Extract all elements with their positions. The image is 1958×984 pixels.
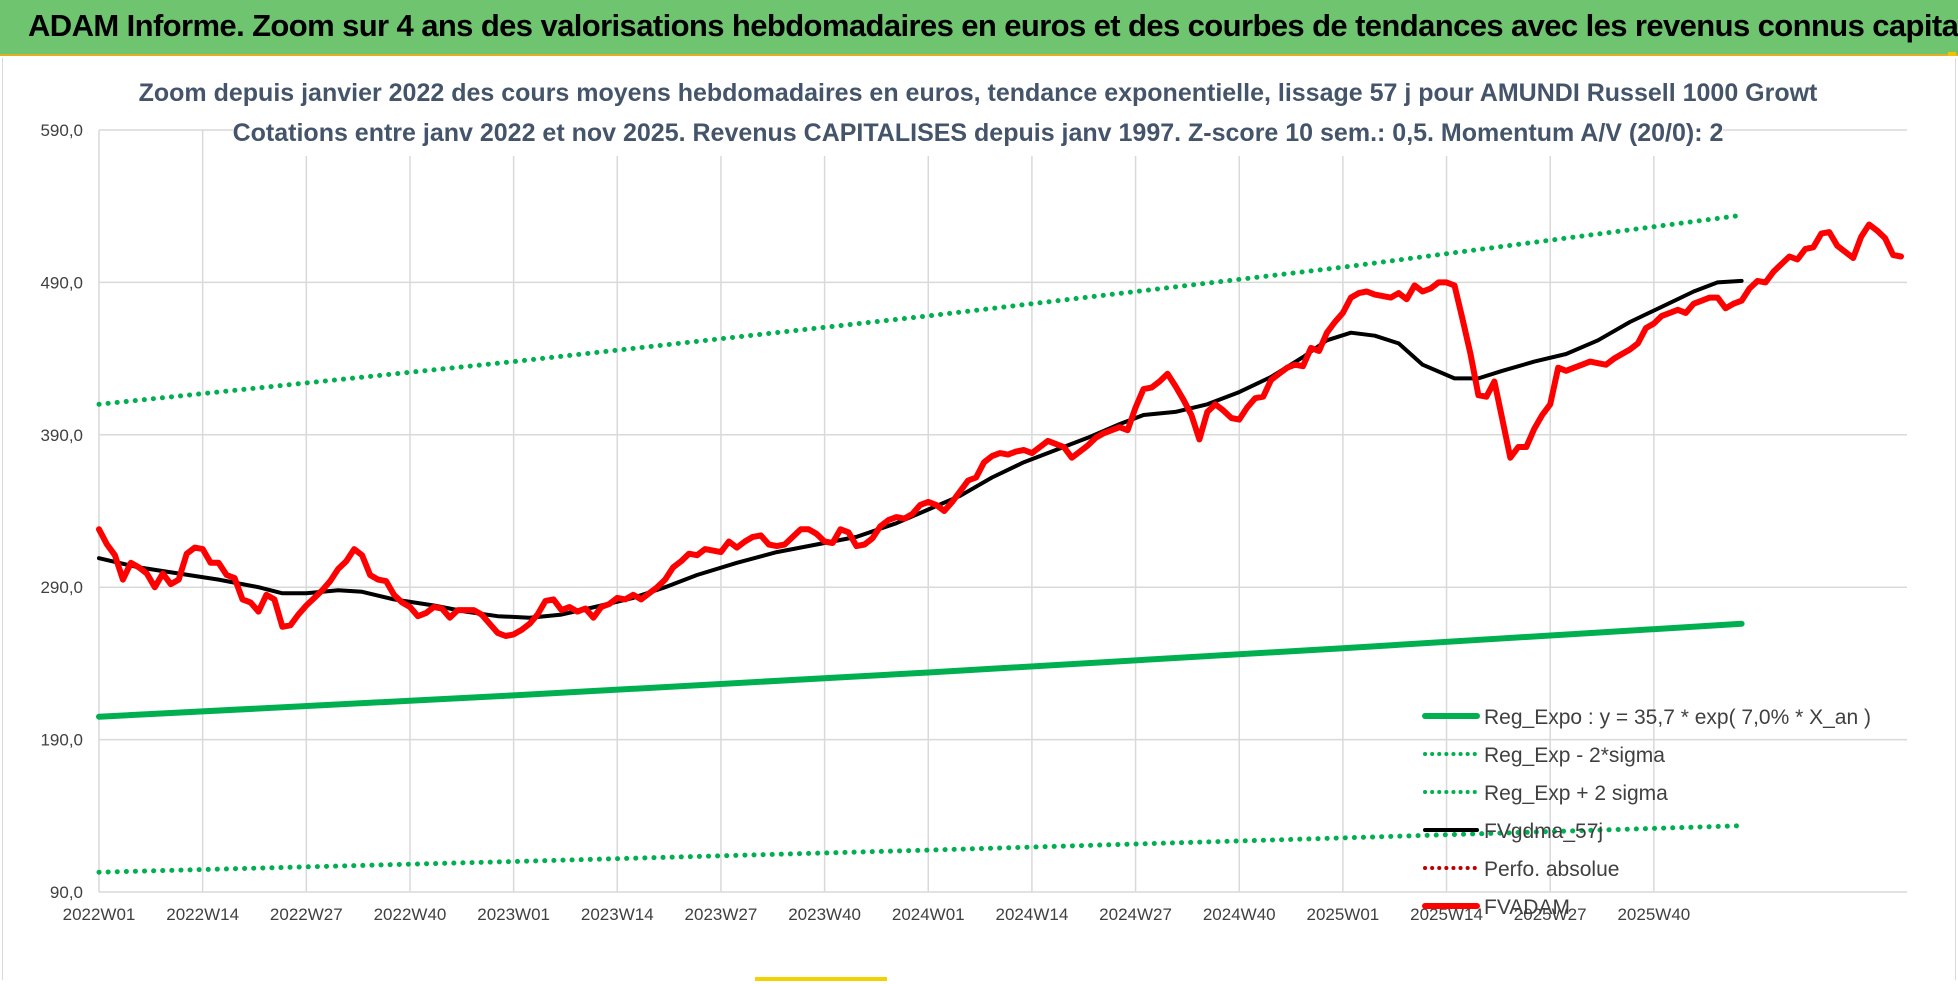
report-title: ADAM Informe. Zoom sur 4 ans des valoris… — [28, 8, 1958, 43]
chart-frame: Zoom depuis janvier 2022 des cours moyen… — [2, 58, 1956, 980]
x-tick-label: 2023W27 — [685, 905, 758, 924]
y-tick-label: 190,0 — [40, 731, 83, 750]
y-tick-label: 90,0 — [50, 883, 83, 902]
series-layer — [96, 212, 1904, 875]
x-tick-label: 2025W14 — [1410, 905, 1483, 924]
x-tick-label: 2023W01 — [477, 905, 550, 924]
x-tick-label: 2024W14 — [996, 905, 1069, 924]
legend: Reg_Expo : y = 35,7 * exp( 7,0% * X_an )… — [1422, 706, 1871, 919]
series-line-fvadam — [96, 221, 1904, 639]
legend-label: FVgdma_57j — [1484, 820, 1603, 843]
x-tick-label: 2022W01 — [63, 905, 136, 924]
subtitle-background — [233, 64, 1723, 156]
x-tick-label: 2024W01 — [892, 905, 965, 924]
y-axis-ticks: 90,0 190,0 290,0 390,0 490,0 590,0 — [40, 121, 83, 902]
series-line-fvgdma_57j — [97, 278, 1744, 620]
x-tick-label: 2022W40 — [374, 905, 447, 924]
x-axis-ticks: 2022W01 2022W14 2022W27 2022W40 2023W01 2023W… — [63, 905, 1691, 924]
x-tick-label: 2025W27 — [1514, 905, 1587, 924]
chart-subtitle-line-2: Cotations entre janv 2022 et nov 2025. R… — [233, 119, 1724, 147]
legend-label: FVADAM — [1484, 896, 1570, 919]
x-tick-label: 2022W14 — [166, 905, 239, 924]
line-chart: Zoom depuis janvier 2022 des cours moyen… — [3, 58, 1955, 980]
x-tick-label: 2024W40 — [1203, 905, 1276, 924]
x-tick-label: 2023W40 — [788, 905, 861, 924]
legend-label: Reg_Exp + 2 sigma — [1484, 782, 1668, 805]
y-tick-label: 290,0 — [40, 578, 83, 597]
legend-label: Reg_Exp - 2*sigma — [1484, 744, 1665, 767]
x-tick-label: 2025W01 — [1306, 905, 1379, 924]
series-line-reg_exp — [96, 823, 1745, 875]
y-tick-label: 490,0 — [40, 273, 83, 292]
corner-accent — [1948, 52, 1956, 56]
series-line-reg_expo — [96, 620, 1745, 720]
legend-label: Perfo. absolue — [1484, 858, 1619, 881]
bottom-accent — [755, 977, 887, 981]
x-tick-label: 2024W27 — [1099, 905, 1172, 924]
y-tick-label: 390,0 — [40, 426, 83, 445]
x-tick-label: 2023W14 — [581, 905, 654, 924]
header-banner: ADAM Informe. Zoom sur 4 ans des valoris… — [0, 0, 1958, 56]
chart-subtitle-line-1: Zoom depuis janvier 2022 des cours moyen… — [139, 79, 1818, 107]
series-line-reg_exp — [96, 212, 1745, 407]
chart-background — [3, 58, 1955, 980]
y-tick-label: 590,0 — [40, 121, 83, 140]
legend-label: Reg_Expo : y = 35,7 * exp( 7,0% * X_an ) — [1484, 706, 1871, 729]
x-tick-label: 2025W40 — [1617, 905, 1690, 924]
x-tick-label: 2022W27 — [270, 905, 343, 924]
